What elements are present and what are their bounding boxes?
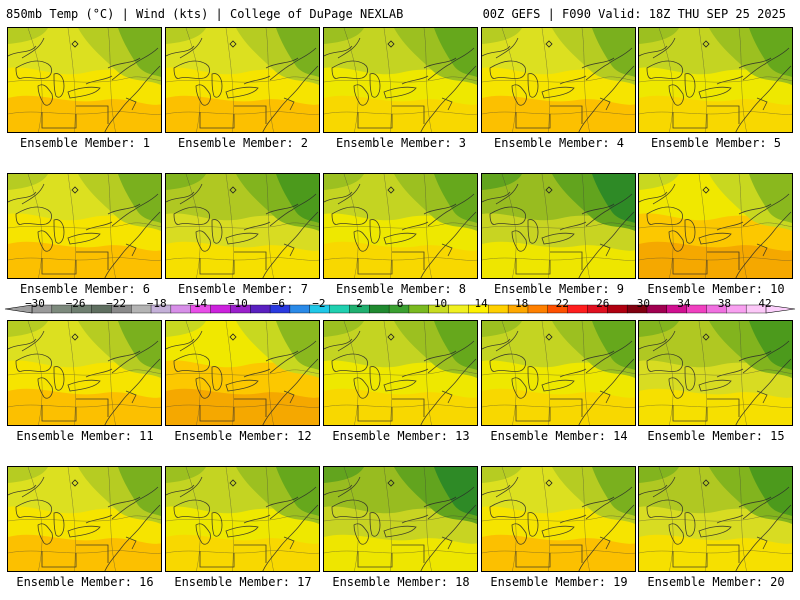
colorbar-left-arrow	[4, 304, 33, 314]
member-map-panel	[638, 27, 793, 133]
member-label: Ensemble Member: 14	[490, 429, 628, 443]
colorbar-tick-label: 14	[474, 297, 488, 310]
member-label: Ensemble Member: 17	[174, 575, 312, 589]
member-label: Ensemble Member: 3	[335, 136, 467, 150]
colorbar-tick-label: 30	[636, 297, 650, 310]
colorbar-tick-label: 42	[758, 297, 772, 310]
colorbar-cell	[289, 304, 311, 314]
colorbar-tick-label: −26	[65, 297, 86, 310]
member-label: Ensemble Member: 9	[493, 282, 625, 296]
colorbar-cell	[527, 304, 549, 314]
member-label: Ensemble Member: 4	[493, 136, 625, 150]
member-map-panel	[638, 320, 793, 426]
colorbar-cell	[250, 304, 271, 314]
colorbar-tick-label: 22	[555, 297, 569, 310]
member-label: Ensemble Member: 6	[19, 282, 151, 296]
colorbar-cell	[488, 304, 509, 314]
member-map-panel	[638, 173, 793, 279]
member-map-panel	[323, 466, 478, 572]
member-map-panel	[165, 173, 320, 279]
colorbar-cell	[408, 304, 430, 314]
colorbar-tick-label: 26	[596, 297, 610, 310]
member-label: Ensemble Member: 2	[177, 136, 309, 150]
member-map-panel	[638, 466, 793, 572]
member-map-panel	[165, 27, 320, 133]
colorbar-tick-label: −10	[227, 297, 248, 310]
colorbar-tick-label: −2	[312, 297, 326, 310]
member-label: Ensemble Member: 19	[490, 575, 628, 589]
colorbar-tick-label: −6	[271, 297, 285, 310]
member-map-panel	[7, 27, 162, 133]
colorbar-cell	[369, 304, 390, 314]
member-label: Ensemble Member: 16	[16, 575, 154, 589]
temperature-colorbar	[4, 304, 796, 314]
colorbar-tick-label: −18	[146, 297, 167, 310]
colorbar-right-arrow	[765, 304, 796, 314]
colorbar-cell	[567, 304, 588, 314]
colorbar-tick-label: 34	[677, 297, 691, 310]
member-map-panel	[7, 173, 162, 279]
member-label: Ensemble Member: 11	[16, 429, 154, 443]
member-map-panel	[165, 320, 320, 426]
run-info: 00Z GEFS | F090 Valid: 18Z THU SEP 25 20…	[482, 7, 786, 21]
member-label: Ensemble Member: 5	[650, 136, 782, 150]
member-label: Ensemble Member: 18	[332, 575, 470, 589]
member-label: Ensemble Member: 20	[647, 575, 785, 589]
colorbar-tick-label: 10	[433, 297, 448, 310]
member-label: Ensemble Member: 8	[335, 282, 467, 296]
member-map-panel	[481, 320, 636, 426]
member-map-panel	[7, 466, 162, 572]
member-map-panel	[323, 320, 478, 426]
map-title: 850mb Temp (°C) | Wind (kts) | College o…	[6, 7, 404, 21]
member-map-panel	[7, 320, 162, 426]
member-map-panel	[323, 27, 478, 133]
colorbar-tick-label: 6	[396, 297, 404, 310]
colorbar-cell	[448, 304, 469, 314]
member-label: Ensemble Member: 10	[647, 282, 785, 296]
colorbar-cell	[329, 304, 350, 314]
member-map-panel	[481, 173, 636, 279]
member-map-panel	[323, 173, 478, 279]
colorbar-tick-label: −14	[187, 297, 208, 310]
colorbar-tick-label: 2	[356, 297, 363, 310]
colorbar-tick-label: 18	[515, 297, 529, 310]
member-label: Ensemble Member: 1	[19, 136, 151, 150]
member-label: Ensemble Member: 7	[177, 282, 309, 296]
member-label: Ensemble Member: 15	[647, 429, 785, 443]
member-label: Ensemble Member: 12	[174, 429, 312, 443]
member-map-panel	[481, 466, 636, 572]
colorbar-tick-label: −22	[106, 297, 127, 310]
member-label: Ensemble Member: 13	[332, 429, 470, 443]
colorbar-tick-label: −30	[25, 297, 45, 310]
colorbar-cell	[607, 304, 628, 314]
colorbar-cell	[646, 304, 668, 314]
member-map-panel	[165, 466, 320, 572]
colorbar-tick-label: 38	[717, 297, 732, 310]
member-map-panel	[481, 27, 636, 133]
